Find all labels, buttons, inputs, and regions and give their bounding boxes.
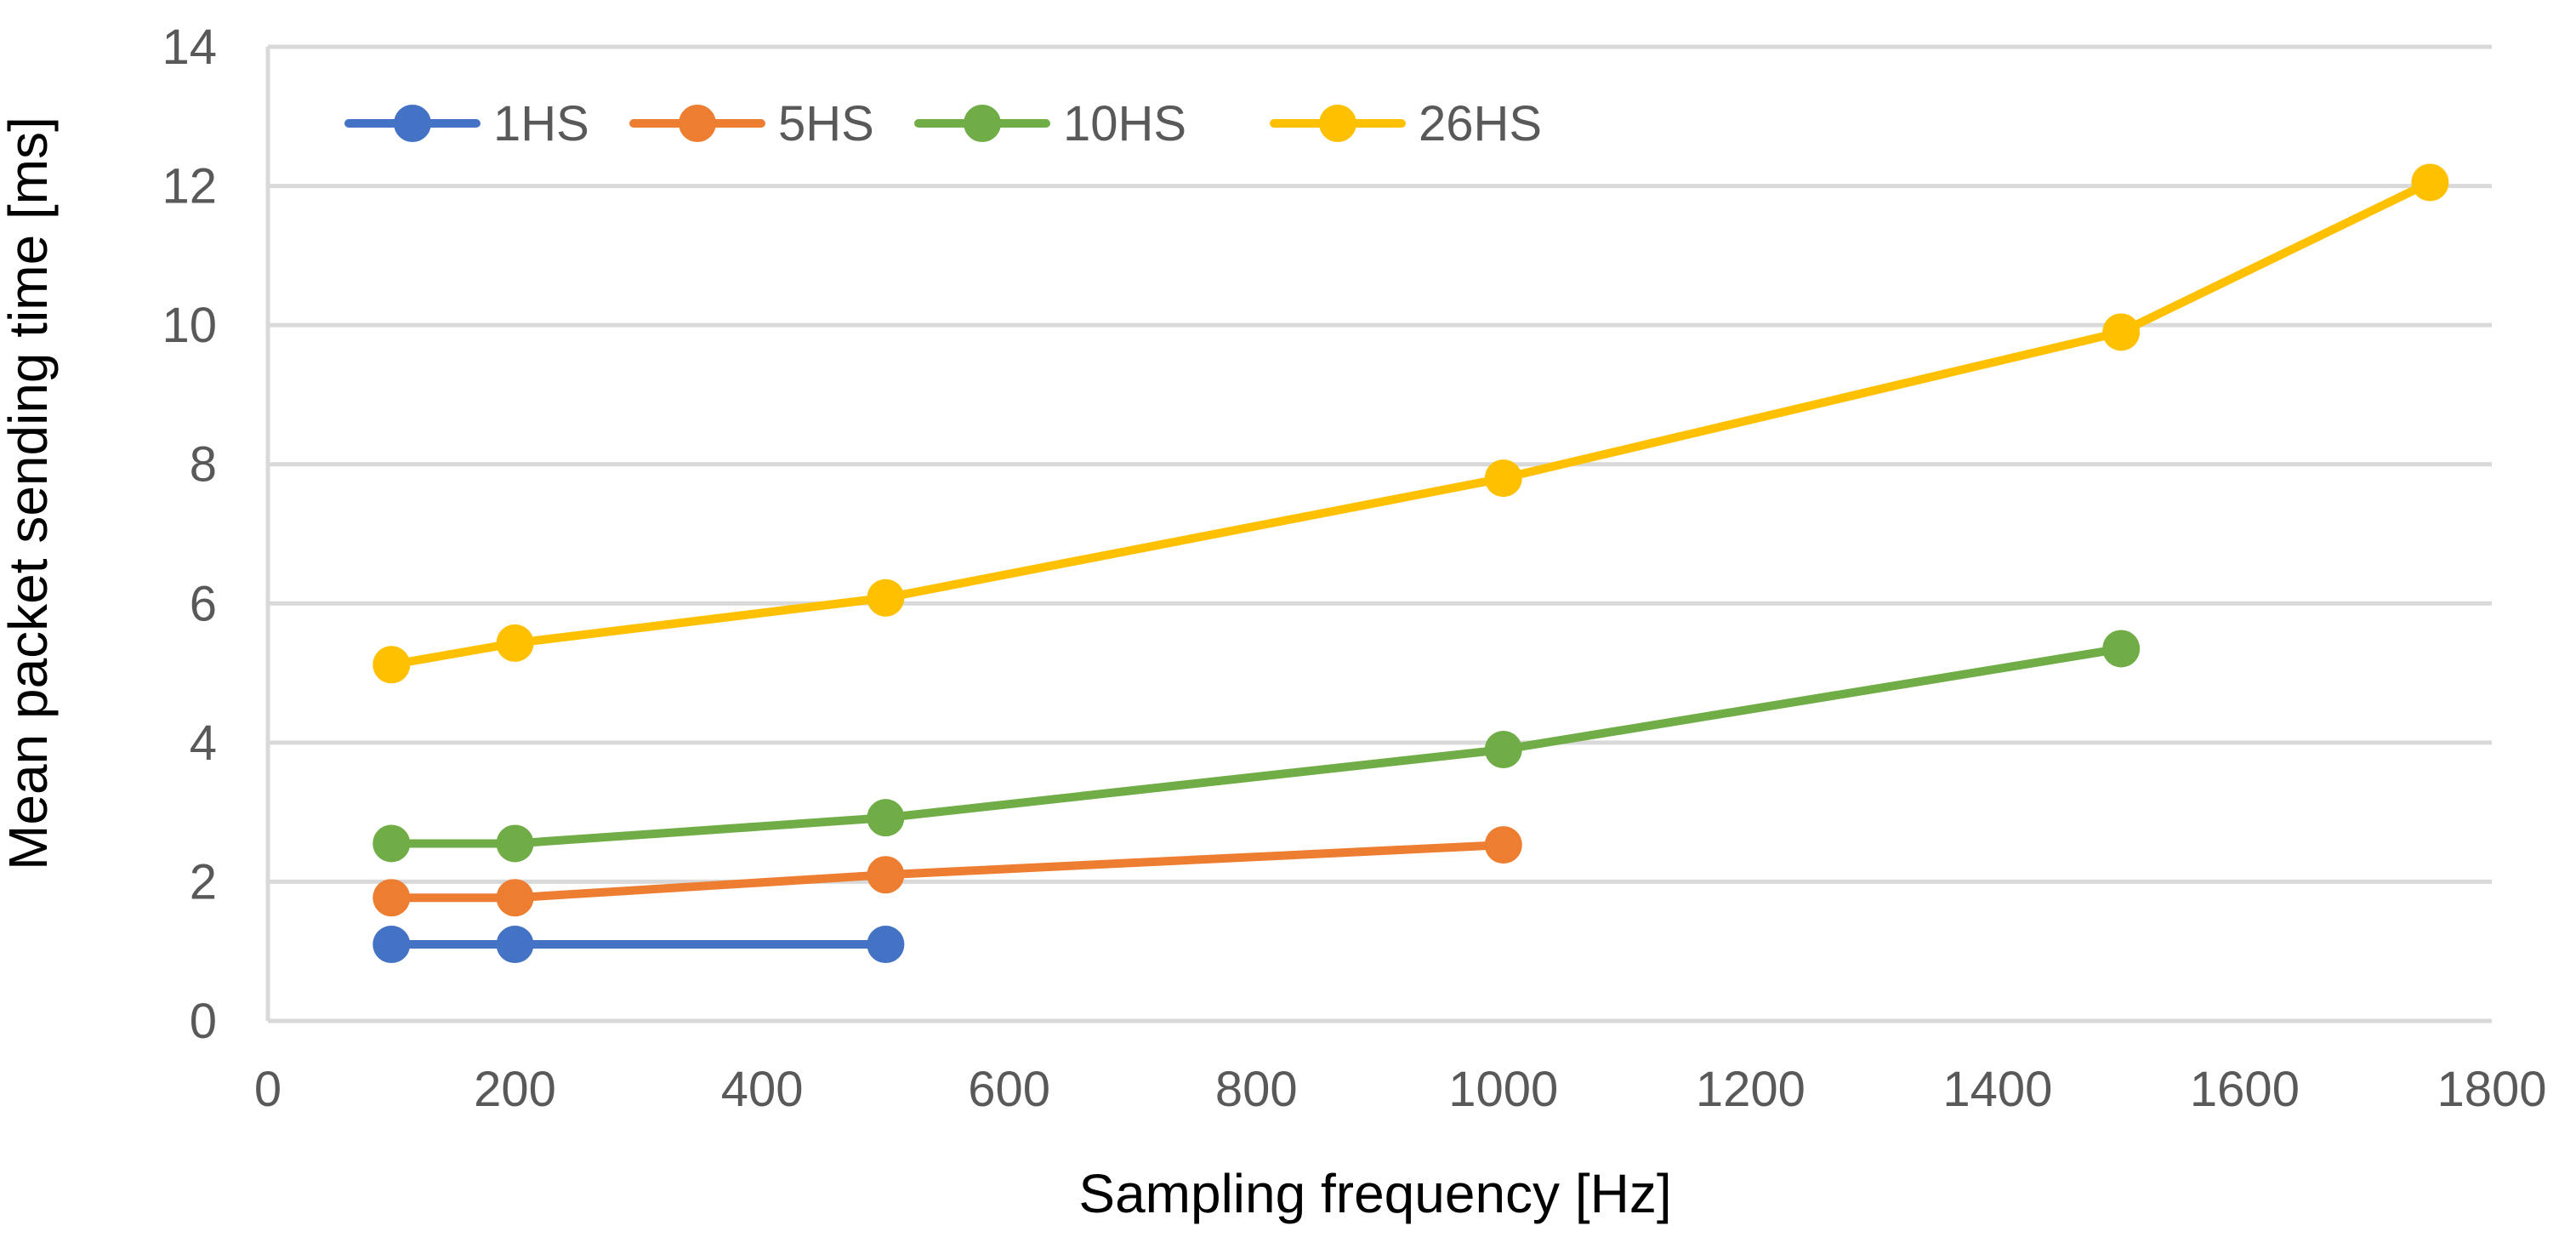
data-point	[372, 646, 411, 684]
legend-item-26HS: 26HS	[1270, 96, 1542, 151]
x-tick-label: 1600	[2190, 1062, 2300, 1117]
series-line	[387, 178, 2435, 670]
data-point	[2102, 630, 2141, 668]
legend-label: 1HS	[493, 96, 589, 151]
series-5HS	[372, 826, 1522, 917]
y-tick-label: 12	[162, 159, 217, 214]
legend-label: 26HS	[1419, 96, 1542, 151]
y-tick-label: 6	[190, 576, 217, 631]
legend-item-10HS: 10HS	[914, 96, 1186, 151]
x-tick-label: 800	[1215, 1062, 1298, 1117]
series-line	[387, 841, 1508, 903]
axes	[265, 47, 2492, 1023]
data-point	[496, 624, 534, 662]
data-point	[372, 926, 411, 964]
legend-swatch-marker	[1319, 105, 1356, 142]
data-point	[867, 926, 905, 964]
data-point	[496, 879, 534, 917]
series-26HS	[372, 163, 2449, 684]
x-tick-label: 400	[721, 1062, 804, 1117]
gridlines	[268, 44, 2492, 884]
x-tick-label: 600	[968, 1062, 1050, 1117]
legend: 1HS 5HS 10HS 26HS	[344, 96, 1542, 151]
x-tick-label: 200	[474, 1062, 556, 1117]
y-tick-label: 4	[190, 715, 217, 771]
data-point	[1484, 731, 1522, 769]
x-tick-label: 1200	[1696, 1062, 1805, 1117]
x-tick-label: 1400	[1942, 1062, 2052, 1117]
legend-label: 10HS	[1063, 96, 1186, 151]
data-point	[496, 926, 534, 964]
data-point	[867, 799, 905, 837]
data-point	[496, 824, 534, 863]
x-tick-label: 1000	[1448, 1062, 1558, 1117]
data-point	[1484, 826, 1522, 864]
series-10HS	[372, 630, 2141, 863]
data-point	[867, 856, 905, 894]
legend-swatch-marker	[964, 105, 1001, 142]
x-axis-title: Sampling frequency [Hz]	[1078, 1163, 1671, 1224]
legend-swatch-marker	[394, 105, 431, 142]
y-tick-label: 8	[190, 437, 217, 493]
legend-item-5HS: 5HS	[629, 96, 874, 151]
y-tick-label: 14	[162, 20, 217, 75]
series-group	[372, 163, 2449, 964]
legend-label: 5HS	[778, 96, 874, 151]
series-1HS	[372, 926, 905, 964]
tick-labels: 0 2 4 6 8 10 12 14 0 200 400 600 800 1000 1200 1400 1600…	[162, 20, 2546, 1117]
data-point	[372, 824, 411, 863]
y-tick-label: 0	[190, 994, 217, 1049]
x-tick-label: 0	[254, 1062, 281, 1117]
legend-swatch-marker	[679, 105, 716, 142]
data-point	[2411, 163, 2449, 202]
data-point	[2102, 313, 2141, 351]
legend-item-1HS: 1HS	[344, 96, 589, 151]
data-point	[1484, 459, 1522, 498]
y-axis-title: Mean packet sending time [ms]	[0, 117, 59, 870]
x-tick-label: 1800	[2437, 1062, 2546, 1117]
y-tick-label: 2	[190, 854, 217, 909]
data-point	[372, 879, 411, 917]
y-tick-label: 10	[162, 298, 217, 353]
series-line	[387, 644, 2126, 848]
data-point	[867, 579, 905, 617]
